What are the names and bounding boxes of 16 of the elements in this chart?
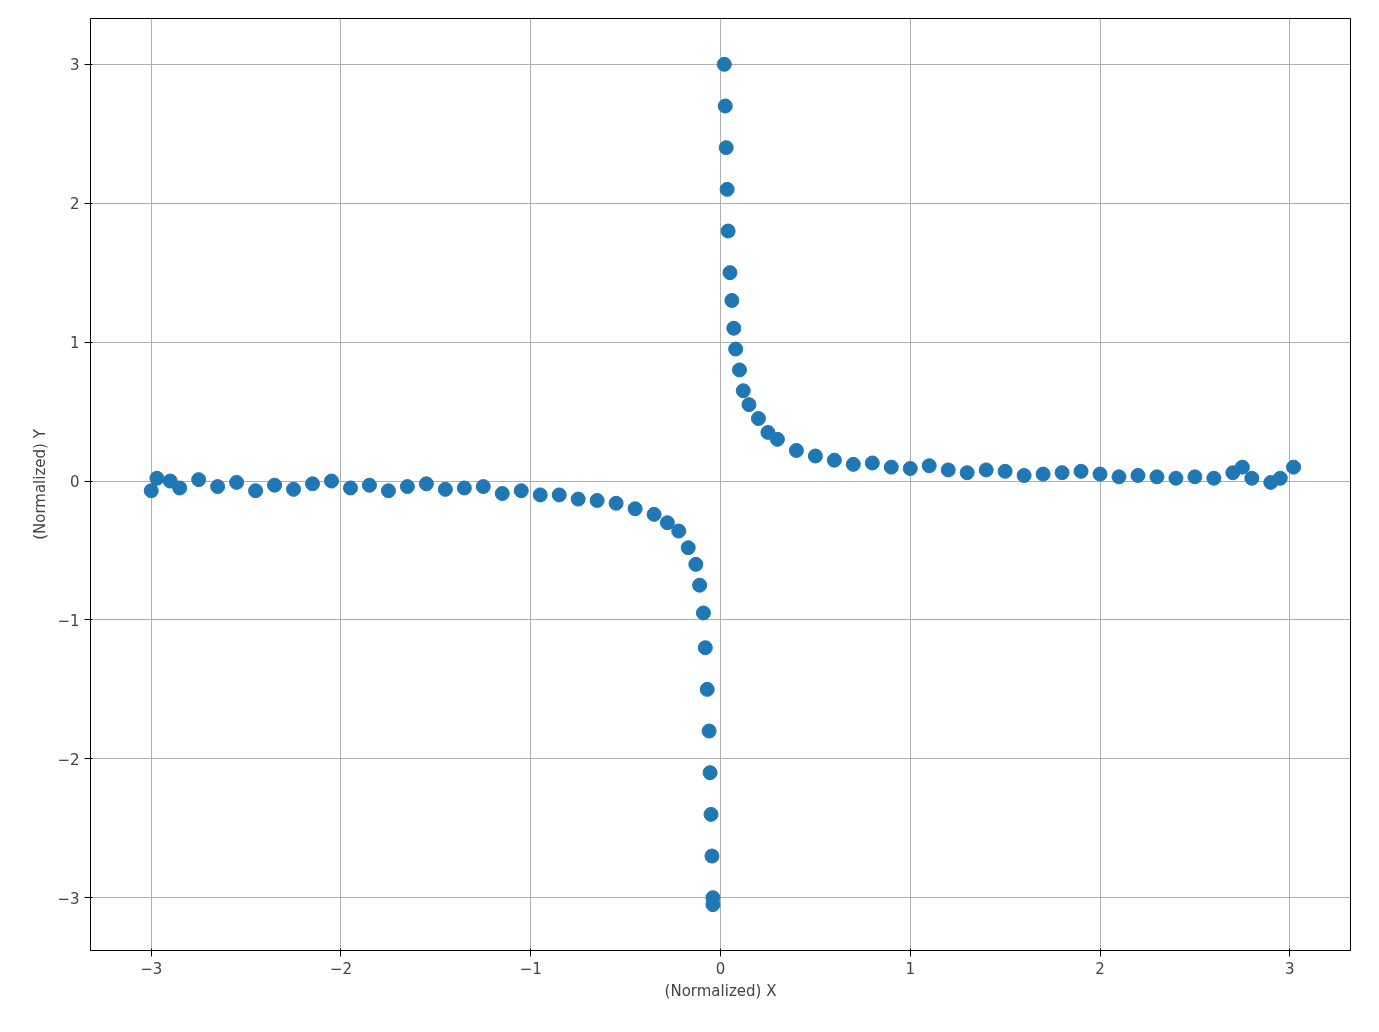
x-tick-label: 2	[1095, 959, 1105, 978]
x-tick-label: −2	[329, 959, 353, 978]
y-tick-label: 0	[69, 473, 80, 492]
x-tick-label: 0	[715, 959, 726, 978]
y-tick-label: −1	[57, 611, 80, 630]
x-tick-label: −1	[519, 959, 542, 978]
x-axis-title: (Normalized) X	[664, 981, 777, 1000]
y-tick-label: 1	[69, 334, 80, 353]
y-tick-label: −2	[57, 750, 80, 769]
y-axis-title: (Normalized) Y	[31, 428, 50, 540]
y-tick-label: 3	[69, 56, 80, 75]
x-tick-label: −3	[140, 959, 163, 978]
x-tick-label: 3	[1285, 959, 1295, 978]
y-tick-label: 2	[69, 195, 80, 214]
x-tick-label: 1	[905, 959, 916, 978]
y-tick-label: −3	[57, 889, 80, 908]
